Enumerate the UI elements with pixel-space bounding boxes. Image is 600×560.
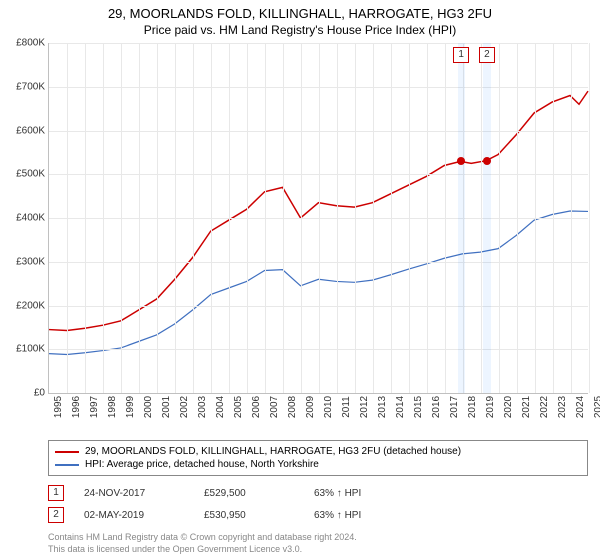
gridline-v: [211, 43, 212, 393]
sale-number-box: 1: [48, 485, 64, 501]
gridline-v: [265, 43, 266, 393]
chart-subtitle: Price paid vs. HM Land Registry's House …: [0, 21, 600, 43]
gridline-v: [571, 43, 572, 393]
sales-table: 1 24-NOV-2017 £529,500 63% ↑ HPI 2 02-MAY-201…: [48, 482, 588, 526]
gridline-v: [553, 43, 554, 393]
x-axis-label: 2001: [157, 396, 172, 418]
gridline-v: [319, 43, 320, 393]
gridline-v: [283, 43, 284, 393]
x-axis-label: 2009: [301, 396, 316, 418]
x-axis-label: 1999: [121, 396, 136, 418]
x-axis-label: 2004: [211, 396, 226, 418]
gridline-v: [157, 43, 158, 393]
legend-swatch: [55, 451, 79, 453]
x-axis-label: 1997: [85, 396, 100, 418]
x-axis-label: 2015: [409, 396, 424, 418]
x-axis-label: 2024: [571, 396, 586, 418]
y-axis-label: £200K: [16, 300, 49, 311]
highlight-band: [458, 43, 465, 393]
x-axis-label: 1996: [67, 396, 82, 418]
y-axis-label: £600K: [16, 125, 49, 136]
x-axis-label: 2002: [175, 396, 190, 418]
legend: 29, MOORLANDS FOLD, KILLINGHALL, HARROGA…: [48, 440, 588, 476]
x-axis-label: 1998: [103, 396, 118, 418]
x-axis-label: 2021: [517, 396, 532, 418]
x-axis-label: 2000: [139, 396, 154, 418]
x-axis-label: 1995: [49, 396, 64, 418]
gridline-v: [337, 43, 338, 393]
gridline-v: [517, 43, 518, 393]
sale-date: 02-MAY-2019: [84, 510, 184, 521]
x-axis-label: 2005: [229, 396, 244, 418]
legend-label: 29, MOORLANDS FOLD, KILLINGHALL, HARROGA…: [85, 446, 461, 457]
sale-price: £530,950: [204, 510, 294, 521]
legend-swatch: [55, 464, 79, 466]
highlight-band: [483, 43, 491, 393]
legend-label: HPI: Average price, detached house, Nort…: [85, 459, 319, 470]
x-axis-label: 2016: [427, 396, 442, 418]
gridline-v: [391, 43, 392, 393]
x-axis-label: 2003: [193, 396, 208, 418]
gridline-v: [355, 43, 356, 393]
x-axis-label: 2022: [535, 396, 550, 418]
gridline-v: [175, 43, 176, 393]
gridline-v: [301, 43, 302, 393]
sale-pct: 63% ↑ HPI: [314, 488, 361, 499]
chart-plot-area: £0£100K£200K£300K£400K£500K£600K£700K£80…: [48, 43, 588, 394]
x-axis-label: 2006: [247, 396, 262, 418]
gridline-v: [373, 43, 374, 393]
x-axis-label: 2023: [553, 396, 568, 418]
gridline-v: [121, 43, 122, 393]
footer: Contains HM Land Registry data © Crown c…: [48, 532, 588, 555]
x-axis-label: 2019: [481, 396, 496, 418]
gridline-v: [193, 43, 194, 393]
sale-point: [483, 157, 491, 165]
y-axis-label: £800K: [16, 38, 49, 49]
x-axis-label: 2013: [373, 396, 388, 418]
y-axis-label: £700K: [16, 81, 49, 92]
x-axis-label: 2010: [319, 396, 334, 418]
y-axis-label: £0: [34, 388, 49, 399]
gridline-v: [139, 43, 140, 393]
sale-point: [457, 157, 465, 165]
gridline-v: [85, 43, 86, 393]
chart-title: 29, MOORLANDS FOLD, KILLINGHALL, HARROGA…: [0, 0, 600, 21]
x-axis-label: 2014: [391, 396, 406, 418]
gridline-v: [445, 43, 446, 393]
sale-row: 2 02-MAY-2019 £530,950 63% ↑ HPI: [48, 504, 588, 526]
legend-item: HPI: Average price, detached house, Nort…: [55, 458, 581, 471]
gridline-v: [535, 43, 536, 393]
x-axis-label: 2012: [355, 396, 370, 418]
legend-item: 29, MOORLANDS FOLD, KILLINGHALL, HARROGA…: [55, 445, 581, 458]
y-axis-label: £400K: [16, 213, 49, 224]
y-axis-label: £300K: [16, 256, 49, 267]
sale-price: £529,500: [204, 488, 294, 499]
y-axis-label: £100K: [16, 344, 49, 355]
sale-number-box: 2: [48, 507, 64, 523]
x-axis-label: 2020: [499, 396, 514, 418]
sale-row: 1 24-NOV-2017 £529,500 63% ↑ HPI: [48, 482, 588, 504]
gridline-v: [103, 43, 104, 393]
sale-date: 24-NOV-2017: [84, 488, 184, 499]
footer-line-1: Contains HM Land Registry data © Crown c…: [48, 532, 588, 544]
x-axis-label: 2007: [265, 396, 280, 418]
y-axis-label: £500K: [16, 169, 49, 180]
gridline-v: [67, 43, 68, 393]
sale-pct: 63% ↑ HPI: [314, 510, 361, 521]
gridline-v: [427, 43, 428, 393]
sale-marker: 2: [479, 47, 495, 63]
footer-line-2: This data is licensed under the Open Gov…: [48, 544, 588, 556]
x-axis-label: 2018: [463, 396, 478, 418]
gridline-v: [499, 43, 500, 393]
x-axis-label: 2025: [589, 396, 600, 418]
x-axis-label: 2008: [283, 396, 298, 418]
gridline-v: [229, 43, 230, 393]
gridline-v: [409, 43, 410, 393]
gridline-v: [247, 43, 248, 393]
chart-container: 29, MOORLANDS FOLD, KILLINGHALL, HARROGA…: [0, 0, 600, 560]
sale-marker: 1: [453, 47, 469, 63]
x-axis-label: 2011: [337, 396, 352, 418]
gridline-v: [589, 43, 590, 393]
x-axis-label: 2017: [445, 396, 460, 418]
